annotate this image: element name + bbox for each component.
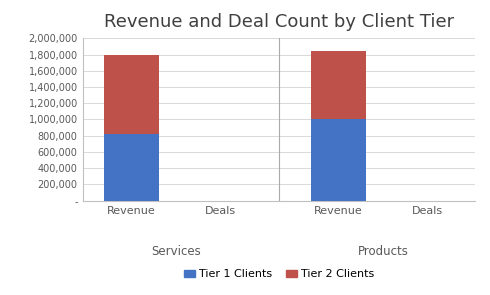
Title: Revenue and Deal Count by Client Tier: Revenue and Deal Count by Client Tier	[104, 13, 454, 31]
Bar	[104, 134, 159, 201]
Bar	[311, 50, 366, 119]
Legend: Tier 1 Clients, Tier 2 Clients: Tier 1 Clients, Tier 2 Clients	[184, 269, 375, 279]
Bar	[311, 119, 366, 201]
Bar	[104, 55, 159, 134]
Text: Products: Products	[357, 245, 408, 258]
Text: Services: Services	[151, 245, 200, 258]
